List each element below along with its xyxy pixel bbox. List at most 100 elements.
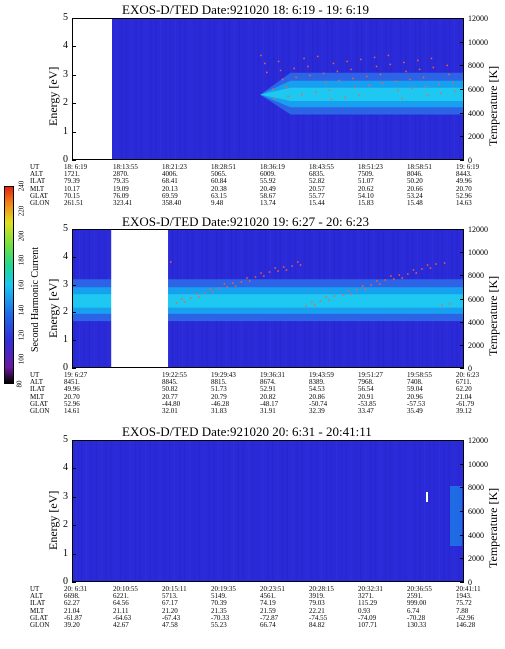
table-cell: 5149.	[211, 592, 227, 601]
heatmap-streak	[350, 440, 352, 582]
table-cell: 8443.	[456, 170, 472, 179]
energy-speckle	[443, 262, 446, 264]
panel-2-orbit-table: UT ALT ILAT MLT GLAT GLON 19: 6:27 8451. 49.96 20…	[30, 372, 500, 422]
y2-tick-mark	[460, 321, 464, 323]
data-gap-strip	[108, 18, 112, 160]
energy-speckle	[389, 63, 391, 66]
energy-speckle	[273, 97, 276, 100]
heatmap-streak	[154, 440, 156, 582]
data-gap-strip	[102, 18, 105, 160]
table-cell: 19:43:59	[309, 371, 334, 379]
heatmap-streak	[115, 440, 117, 582]
table-cell: 20.86	[309, 392, 325, 401]
colorbar-tick-label: 120	[17, 329, 26, 340]
table-cell: 7968.	[358, 378, 374, 387]
colorbar-label: Second Harmonic Current	[30, 247, 41, 352]
table-cell: -44.80	[162, 399, 181, 408]
heatmap-svg-3	[76, 440, 464, 582]
energy-speckle	[356, 289, 358, 291]
energy-speckle	[379, 73, 382, 76]
energy-speckle	[305, 305, 307, 307]
table-cell: 32.39	[309, 407, 325, 415]
table-cell: 7.88	[456, 606, 469, 615]
table-cell: 20: 6:31	[64, 585, 88, 593]
energy-speckle	[170, 261, 172, 263]
table-cell: -53.85	[358, 399, 377, 408]
energy-speckle	[426, 264, 429, 266]
y-tick-label: 0	[63, 576, 68, 587]
table-cell: 8815.	[211, 378, 227, 387]
energy-speckle	[246, 277, 248, 279]
table-cell: 31.91	[260, 407, 276, 415]
colorbar-tick-label: 200	[17, 230, 26, 241]
energy-speckle	[234, 285, 237, 287]
energy-speckle	[401, 97, 403, 100]
energy-saturated-point	[426, 492, 428, 502]
y2-tick-label: 12000	[468, 436, 488, 445]
heatmap-streak	[399, 440, 401, 582]
energy-speckle	[297, 261, 299, 263]
y2-tick-label: 0	[468, 578, 472, 587]
heatmap-streak	[443, 440, 445, 582]
heatmap-streak	[238, 18, 240, 160]
heatmap-streak	[316, 440, 318, 582]
table-cell: 18:58:51	[407, 163, 432, 171]
energy-speckle	[203, 292, 206, 294]
table-cell: -62.96	[456, 613, 475, 622]
colorbar-tick-label: 220	[17, 205, 26, 217]
table-cell: -70.33	[211, 613, 230, 622]
heatmap-streak	[130, 18, 132, 160]
table-cell: 19:58:55	[407, 371, 432, 379]
energy-speckle	[330, 98, 333, 101]
panel-3-orbit-table: UT ALT ILAT MLT GLAT GLON 20: 6:31 6698. 62.27 21…	[30, 586, 500, 636]
y2-tick-mark	[460, 112, 464, 114]
heatmap-streak	[203, 440, 205, 582]
table-cell: 19:51:27	[358, 371, 383, 379]
heatmap-streak	[150, 18, 152, 160]
table-cell: 52.82	[309, 177, 325, 186]
heatmap-streak	[219, 18, 220, 160]
table-row-label: ILAT	[30, 599, 46, 608]
y2-tick-label: 10000	[468, 37, 488, 47]
heatmap-streak	[194, 18, 196, 160]
y2-tick-label: 8000	[468, 271, 484, 281]
heatmap-streak	[340, 440, 342, 582]
y2-tick-label: 6000	[468, 294, 484, 304]
table-cell: 33.47	[358, 407, 374, 415]
y-tick-label: 2	[63, 97, 68, 109]
table-cell: 20.70	[456, 184, 472, 193]
heatmap-streak	[404, 440, 406, 582]
table-row-label: ALT	[30, 592, 43, 601]
heatmap-streak	[223, 18, 225, 160]
energy-speckle	[366, 75, 368, 78]
y-tick-mark	[72, 468, 76, 470]
colorbar-tick-label: 240	[17, 180, 26, 192]
heatmap-streak	[326, 440, 328, 582]
table-row-label: MLT	[30, 392, 45, 401]
energy-speckle	[328, 89, 331, 92]
y-tick-label: 4	[63, 40, 68, 52]
heatmap-streak	[165, 18, 167, 160]
table-cell: 19.09	[113, 184, 129, 193]
panel-2-title: EXOS-D/TED Date:921020 19: 6:27 - 20: 6:…	[122, 214, 369, 229]
table-cell: 13.74	[260, 199, 276, 207]
table-cell: 18:21:23	[162, 163, 187, 171]
y2-tick-mark	[460, 440, 464, 441]
table-cell: 999.00	[407, 599, 427, 608]
y2-tick-label: 12000	[468, 225, 488, 234]
heatmap-streak	[95, 440, 97, 582]
table-cell: 15.44	[309, 199, 325, 207]
heatmap-streak	[105, 440, 107, 582]
panel-1-orbit-table: UT ALT ILAT MLT GLAT GLON 18: 6:19 1721. 79.39 10…	[30, 164, 500, 214]
y2-tick-label: 2000	[468, 554, 484, 564]
table-cell: 3919.	[309, 592, 325, 601]
table-cell: 20.49	[260, 184, 276, 193]
table-cell: 20.57	[309, 184, 325, 193]
table-cell: 79.35	[113, 177, 129, 186]
table-cell: 54.10	[358, 191, 374, 200]
energy-speckle	[347, 290, 350, 292]
y-tick-mark	[72, 131, 76, 133]
energy-speckle	[412, 269, 415, 271]
table-cell: 66.74	[260, 621, 276, 629]
y-tick-mark	[72, 440, 76, 441]
